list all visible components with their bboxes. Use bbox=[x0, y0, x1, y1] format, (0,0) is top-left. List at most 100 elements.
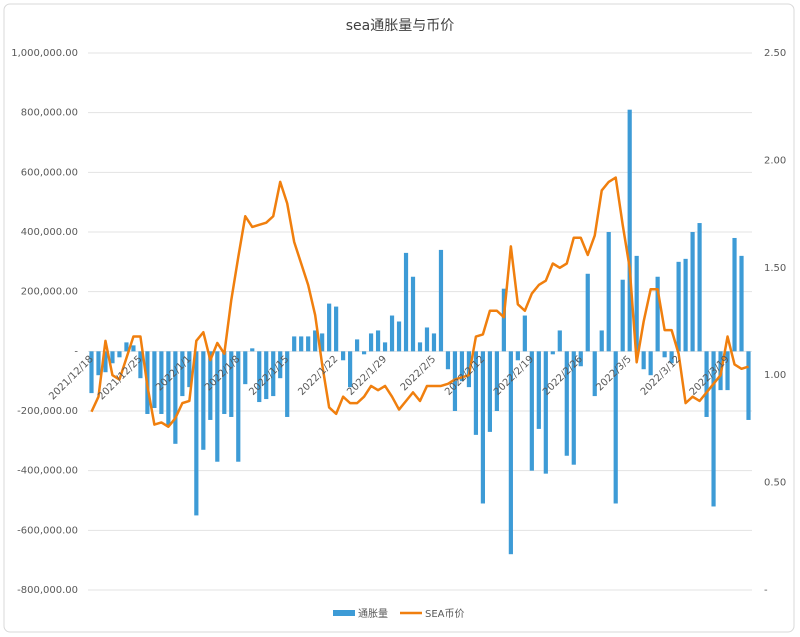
y2-tick-label: 1.00 bbox=[764, 370, 786, 381]
bar bbox=[438, 249, 444, 352]
bar bbox=[103, 351, 108, 373]
bar bbox=[222, 351, 227, 414]
bar bbox=[508, 351, 513, 555]
bar bbox=[382, 342, 388, 352]
legend-label: SEA币价 bbox=[425, 608, 465, 620]
bar bbox=[236, 351, 241, 462]
bar bbox=[620, 279, 625, 352]
y-tick-label: 200,000.00 bbox=[21, 287, 78, 298]
bar bbox=[368, 333, 374, 352]
bar bbox=[117, 351, 122, 358]
bar bbox=[194, 351, 199, 516]
y2-tick-label: 0.50 bbox=[764, 478, 786, 489]
bar bbox=[515, 351, 520, 361]
y-tick-label: 400,000.00 bbox=[21, 227, 78, 238]
bar bbox=[124, 342, 129, 352]
y-tick-label: 1,000,000.00 bbox=[11, 48, 78, 59]
bar bbox=[285, 351, 290, 417]
bar bbox=[152, 351, 157, 409]
y-tick-label: -400,000.00 bbox=[17, 466, 78, 477]
bar bbox=[278, 351, 283, 379]
bar bbox=[501, 288, 506, 352]
bar bbox=[424, 327, 430, 352]
bar bbox=[445, 351, 451, 370]
bar bbox=[341, 351, 346, 361]
chart-frame bbox=[3, 3, 795, 633]
bar bbox=[606, 232, 611, 352]
bar bbox=[375, 330, 381, 352]
bar bbox=[473, 351, 479, 435]
bar bbox=[299, 336, 304, 352]
bar bbox=[669, 351, 674, 364]
bar bbox=[138, 351, 143, 379]
y2-tick-label: 1.50 bbox=[764, 263, 786, 274]
y2-tick-label: - bbox=[764, 585, 768, 596]
y-tick-label: 800,000.00 bbox=[21, 108, 78, 119]
bar bbox=[578, 351, 583, 367]
bar bbox=[536, 351, 541, 429]
bar bbox=[613, 351, 618, 504]
y-tick-label: 600,000.00 bbox=[21, 167, 78, 178]
bar bbox=[131, 345, 136, 352]
bar bbox=[201, 351, 206, 450]
bar bbox=[557, 330, 562, 352]
bar bbox=[89, 351, 94, 394]
bar bbox=[159, 351, 164, 414]
bar bbox=[585, 273, 590, 352]
bar bbox=[690, 232, 695, 352]
bar bbox=[292, 336, 297, 352]
bar bbox=[208, 351, 213, 420]
bar bbox=[711, 351, 716, 507]
bar bbox=[166, 351, 171, 426]
bar bbox=[250, 348, 255, 352]
bar bbox=[389, 315, 395, 352]
bar bbox=[697, 223, 702, 352]
bar bbox=[96, 351, 101, 376]
bar bbox=[655, 276, 660, 352]
bar bbox=[676, 261, 681, 352]
bar bbox=[320, 333, 325, 352]
bar bbox=[571, 351, 576, 465]
bar bbox=[180, 351, 185, 397]
bar bbox=[187, 351, 192, 388]
bar bbox=[396, 321, 402, 352]
bar bbox=[641, 351, 646, 370]
bar bbox=[543, 351, 548, 474]
bar bbox=[704, 351, 709, 417]
y-tick-label: -800,000.00 bbox=[17, 585, 78, 596]
bar bbox=[348, 351, 353, 388]
bar bbox=[257, 351, 262, 403]
y2-tick-label: 2.50 bbox=[764, 48, 786, 59]
bar bbox=[662, 351, 667, 358]
bar bbox=[739, 255, 744, 352]
y-tick-label: -200,000.00 bbox=[17, 406, 78, 417]
bar bbox=[522, 315, 527, 352]
bar bbox=[403, 252, 409, 352]
bar bbox=[173, 351, 178, 444]
bar bbox=[627, 109, 632, 352]
legend-swatch bbox=[333, 610, 355, 616]
bar bbox=[494, 351, 499, 411]
bar bbox=[746, 351, 751, 420]
bar bbox=[229, 351, 234, 417]
bar bbox=[431, 333, 437, 352]
bar bbox=[243, 351, 248, 385]
bar bbox=[529, 351, 534, 471]
bar bbox=[417, 342, 423, 352]
bar bbox=[264, 351, 269, 400]
bar bbox=[361, 351, 367, 355]
bar bbox=[215, 351, 220, 462]
bar bbox=[271, 351, 276, 397]
bar bbox=[599, 330, 604, 352]
bar bbox=[592, 351, 597, 397]
bar bbox=[648, 351, 653, 376]
bar bbox=[452, 351, 458, 411]
line bbox=[90, 176, 749, 428]
bar bbox=[732, 237, 737, 352]
bar bbox=[683, 258, 688, 352]
y2-tick-label: 2.00 bbox=[764, 155, 786, 166]
y-tick-label: - bbox=[74, 346, 78, 357]
legend-label: 通胀量 bbox=[358, 608, 388, 620]
bar bbox=[459, 351, 465, 382]
